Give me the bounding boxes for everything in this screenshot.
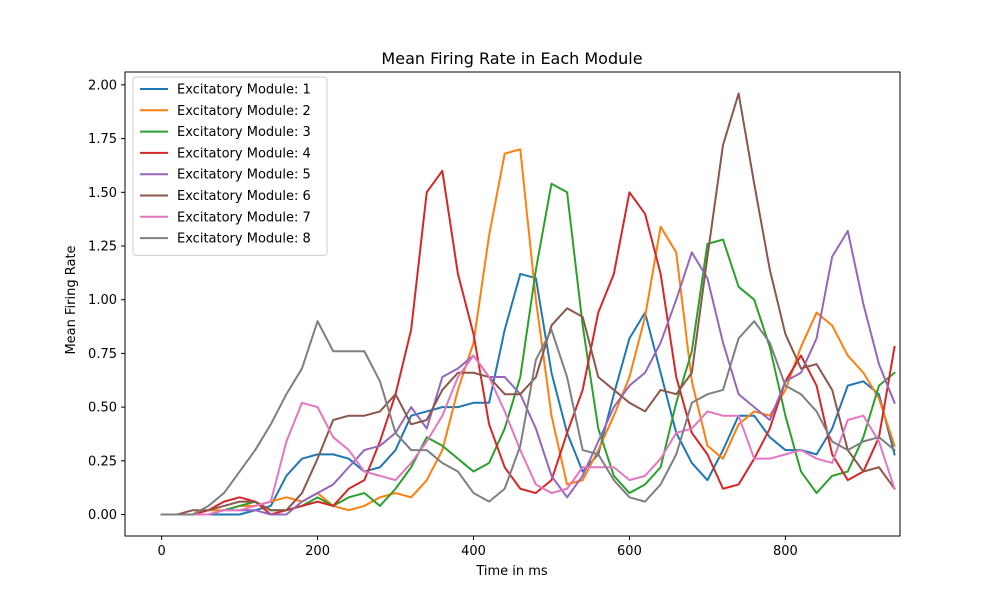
plot-lines (160, 92, 896, 516)
y-tick-label: 1.50 (88, 186, 117, 201)
x-tick-label: 0 (158, 544, 166, 559)
y-axis-ticks: 0.00 0.25 0.50 0.75 1.00 1.25 1.50 1.75 2.00 (88, 78, 125, 523)
y-tick-label: 0.75 (88, 347, 117, 362)
x-tick-label: 800 (773, 544, 798, 559)
legend-entry-2: Excitatory Module: 2 (177, 104, 311, 119)
x-tick-label: 400 (461, 544, 486, 559)
y-tick-label: 0.50 (88, 401, 117, 416)
legend-entry-8: Excitatory Module: 8 (177, 232, 311, 247)
legend: Excitatory Module: 1 Excitatory Module: 2… (132, 76, 328, 256)
y-tick-label: 1.25 (88, 240, 117, 255)
series-line-6 (160, 92, 896, 516)
legend-box (132, 76, 328, 256)
series-line-5 (160, 229, 896, 516)
y-tick-label: 0.00 (88, 508, 117, 523)
legend-entry-1: Excitatory Module: 1 (177, 83, 311, 98)
series-line-1 (160, 272, 896, 516)
legend-entry-4: Excitatory Module: 4 (177, 146, 311, 161)
x-axis-label: Time in ms (475, 564, 548, 579)
y-axis-label: Mean Firing Rate (64, 245, 79, 354)
x-tick-label: 600 (617, 544, 642, 559)
series-line-7 (160, 354, 896, 516)
x-tick-label: 200 (305, 544, 330, 559)
legend-entry-7: Excitatory Module: 7 (177, 210, 311, 225)
y-tick-label: 0.25 (88, 454, 117, 469)
legend-entry-6: Excitatory Module: 6 (177, 189, 311, 204)
legend-entry-5: Excitatory Module: 5 (177, 168, 311, 183)
y-tick-label: 1.75 (88, 132, 117, 147)
legend-entry-3: Excitatory Module: 3 (177, 125, 311, 140)
x-axis-ticks: 0 200 400 600 800 (158, 536, 798, 559)
chart-title: Mean Firing Rate in Each Module (381, 49, 642, 68)
y-tick-label: 1.00 (88, 293, 117, 308)
y-tick-label: 2.00 (88, 78, 117, 93)
series-line-8 (160, 320, 896, 516)
plot-area-frame (124, 71, 901, 537)
